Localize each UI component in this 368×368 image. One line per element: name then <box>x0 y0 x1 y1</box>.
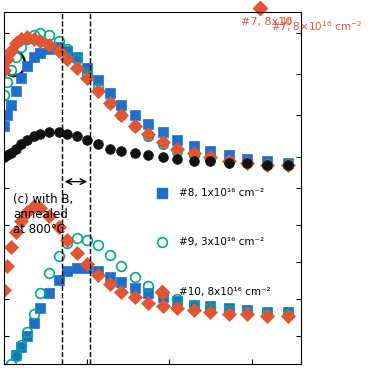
Text: 16: 16 <box>258 17 292 26</box>
Text: End-of-range
defects: End-of-range defects <box>38 192 114 220</box>
Text: #7, 8×10$^{16}$ cm$^{-2}$: #7, 8×10$^{16}$ cm$^{-2}$ <box>272 19 362 34</box>
Text: (c) with B,
annealed
at 800°C: (c) with B, annealed at 800°C <box>13 193 73 236</box>
Text: #9, 3x10¹⁶ cm⁻²: #9, 3x10¹⁶ cm⁻² <box>180 237 265 247</box>
Text: #8, 1x10¹⁶ cm⁻²: #8, 1x10¹⁶ cm⁻² <box>180 188 265 198</box>
Text: #10, 8x10¹⁶ cm⁻²: #10, 8x10¹⁶ cm⁻² <box>180 287 271 297</box>
Text: #7, 8x10: #7, 8x10 <box>241 17 292 27</box>
